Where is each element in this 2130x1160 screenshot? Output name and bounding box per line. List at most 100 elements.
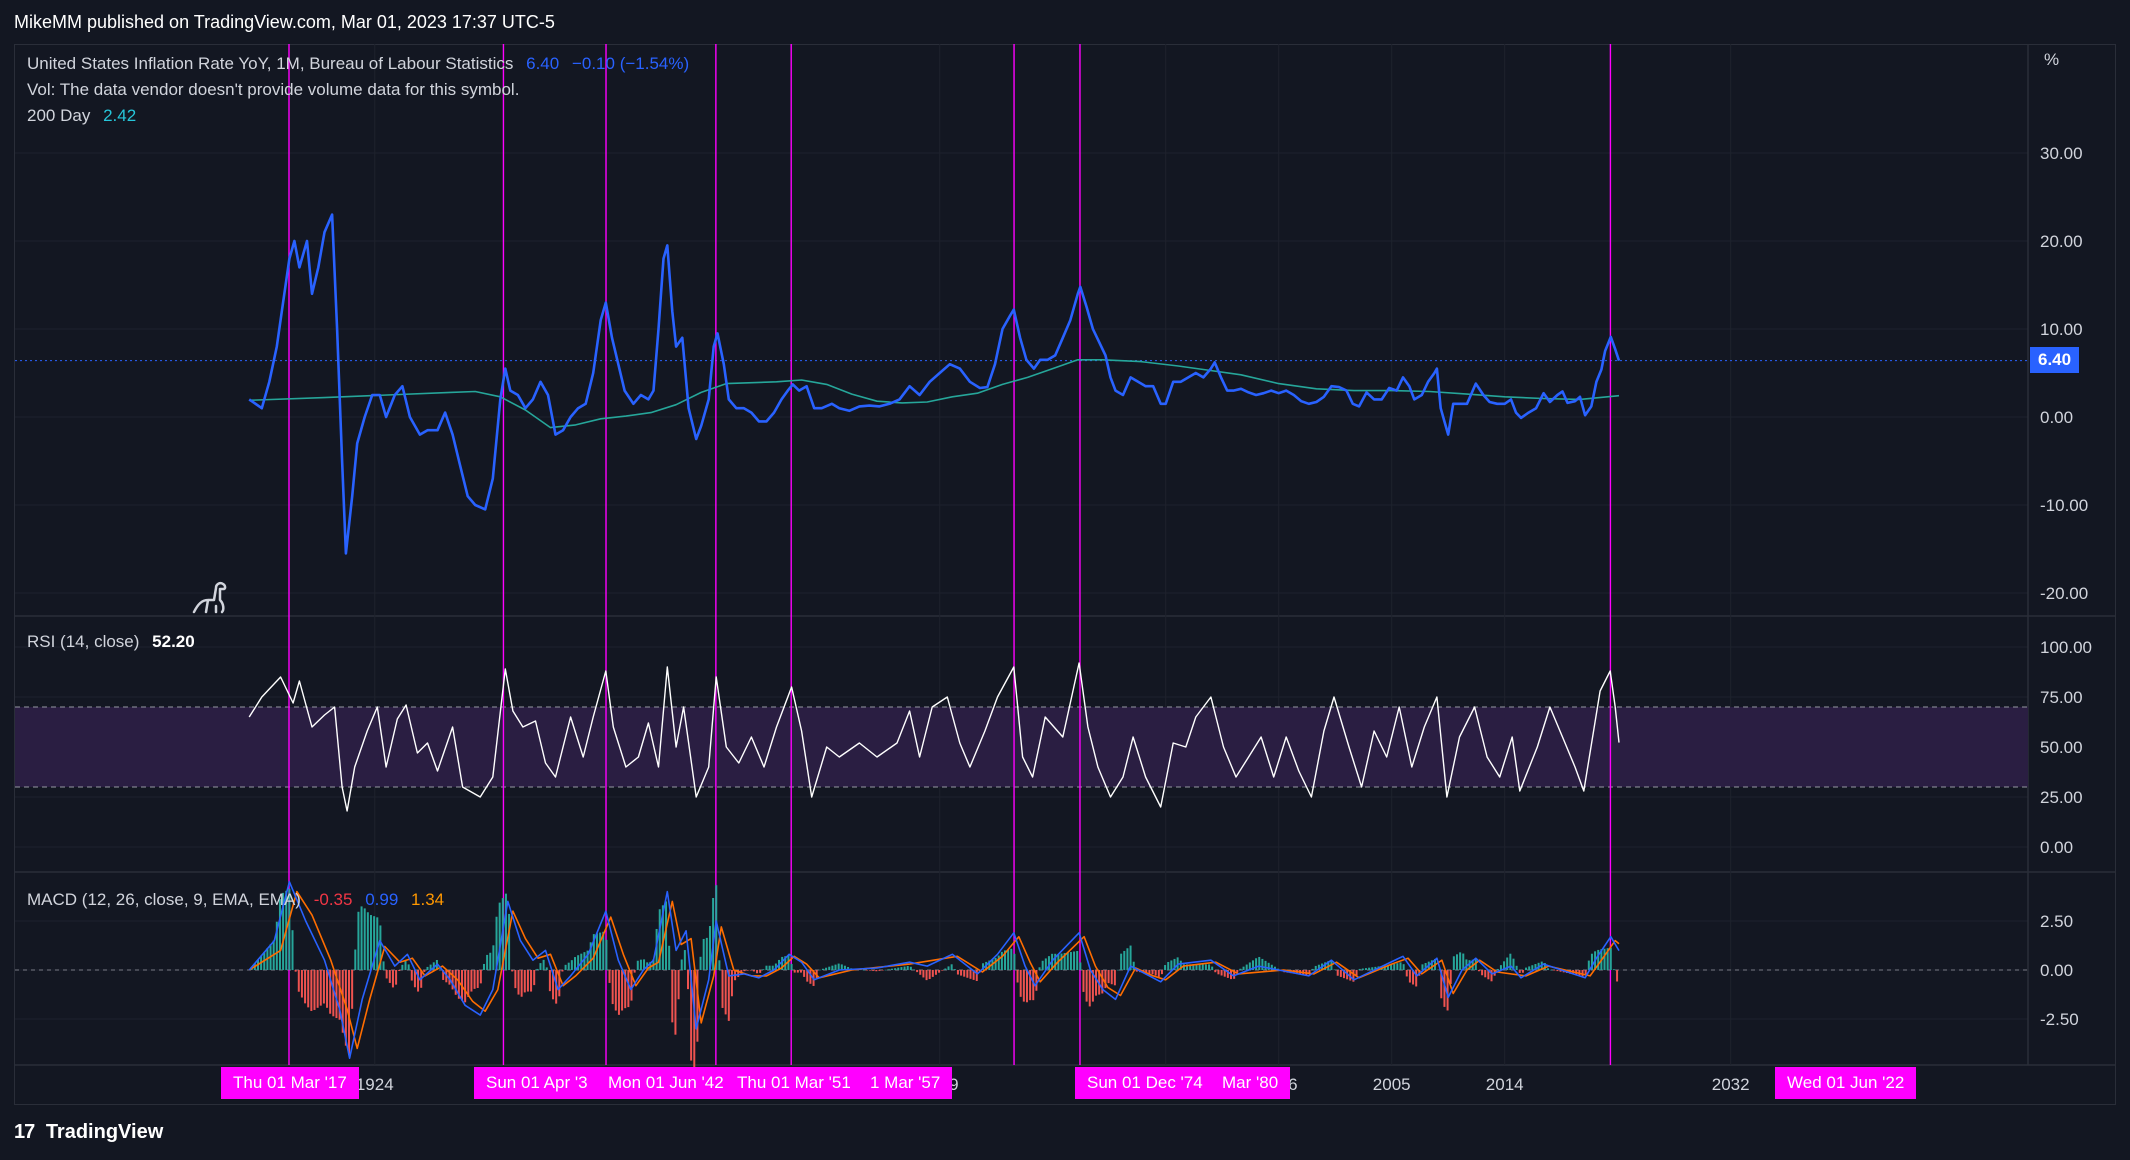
macd-histogram-bar bbox=[432, 962, 435, 970]
brand-name[interactable]: TradingView bbox=[45, 1121, 164, 1143]
macd-histogram-bar bbox=[1415, 970, 1418, 987]
macd-histogram-bar bbox=[404, 960, 407, 970]
macd-histogram-bar bbox=[1543, 963, 1546, 970]
macd-histogram-bar bbox=[307, 970, 310, 1008]
macd-histogram-bar bbox=[1085, 970, 1088, 1002]
macd-histogram-bar bbox=[310, 970, 313, 1011]
macd-histogram-bar bbox=[668, 945, 671, 970]
macd-histogram-bar bbox=[539, 963, 542, 970]
macd-histogram-bar bbox=[552, 970, 555, 1000]
macd-histogram-bar bbox=[395, 970, 398, 985]
macd-histogram-bar bbox=[809, 970, 812, 984]
macd-histogram-bar bbox=[674, 970, 677, 1035]
macd-histogram-bar bbox=[966, 970, 969, 978]
macd-histogram-bar bbox=[1267, 962, 1270, 970]
macd-histogram-bar bbox=[555, 970, 558, 1004]
chart-frame[interactable] bbox=[14, 44, 2116, 1105]
macd-histogram-bar bbox=[774, 963, 777, 970]
macd-histogram-bar bbox=[1117, 969, 1120, 971]
macd-histogram-bar bbox=[564, 964, 567, 970]
macd-histogram-bar bbox=[382, 961, 385, 970]
macd-histogram-bar bbox=[316, 970, 319, 1008]
macd-histogram-bar bbox=[1148, 970, 1151, 974]
macd-histogram-bar bbox=[1016, 970, 1019, 983]
macd-histogram-bar bbox=[1157, 970, 1160, 977]
macd-histogram-bar bbox=[680, 959, 683, 970]
macd-histogram-bar bbox=[1509, 953, 1512, 970]
macd-histogram-bar bbox=[759, 970, 762, 973]
macd-histogram-bar bbox=[1446, 970, 1449, 1011]
macd-histogram-bar bbox=[1390, 964, 1393, 970]
macd-histogram-bar bbox=[1091, 970, 1094, 1002]
macd-histogram-bar bbox=[1512, 958, 1515, 970]
price-tick-label: -20.00 bbox=[2040, 584, 2088, 603]
ma-legend[interactable]: 200 Day 2.42 bbox=[27, 106, 144, 126]
symbol-title[interactable]: United States Inflation Rate YoY, 1M, Bu… bbox=[27, 54, 514, 73]
macd-histogram-bar bbox=[574, 957, 577, 970]
rsi-legend[interactable]: RSI (14, close) 52.20 bbox=[27, 632, 203, 652]
macd-histogram-bar bbox=[595, 933, 598, 970]
highlighted-time-label: 1 Mar '57 bbox=[858, 1067, 953, 1099]
macd-histogram-bar bbox=[1261, 958, 1264, 970]
macd-histogram-bar bbox=[508, 913, 511, 970]
dinosaur-icon[interactable] bbox=[190, 576, 230, 616]
macd-histogram-bar bbox=[495, 916, 498, 970]
macd-histogram-bar bbox=[1371, 967, 1374, 970]
macd-histogram-bar bbox=[746, 970, 749, 971]
macd-histogram-bar bbox=[410, 970, 413, 981]
macd-histogram-bar bbox=[1584, 970, 1587, 975]
macd-histogram-bar bbox=[1079, 962, 1082, 970]
macd-histogram-bar bbox=[865, 970, 868, 971]
macd-histogram-bar bbox=[348, 970, 351, 1055]
macd-histogram-bar bbox=[803, 970, 806, 977]
macd-histogram-bar bbox=[762, 969, 765, 970]
macd-histogram-bar bbox=[1251, 960, 1254, 970]
macd-histogram-bar bbox=[1129, 945, 1132, 970]
macd-histogram-bar bbox=[941, 970, 944, 971]
macd-histogram-bar bbox=[938, 970, 941, 973]
macd-histogram-bar bbox=[1506, 957, 1509, 970]
macd-histogram-bar bbox=[520, 970, 523, 997]
macd-histogram-bar bbox=[1609, 947, 1612, 970]
macd-histogram-bar bbox=[335, 970, 338, 1019]
macd-histogram-bar bbox=[567, 962, 570, 970]
macd-histogram-bar bbox=[599, 932, 602, 970]
macd-histogram-bar bbox=[451, 970, 454, 990]
macd-histogram-bar bbox=[639, 959, 642, 970]
macd-histogram-bar bbox=[658, 909, 661, 970]
time-tick-label: 2005 bbox=[1373, 1075, 1411, 1094]
highlighted-time-label: Sun 01 Dec '74 bbox=[1075, 1067, 1215, 1099]
highlighted-time-label: Thu 01 Mar '17 bbox=[221, 1067, 359, 1099]
macd-histogram-bar bbox=[1233, 970, 1236, 979]
macd-histogram-bar bbox=[278, 899, 281, 970]
macd-histogram-bar bbox=[429, 964, 432, 970]
macd-histogram-bar bbox=[589, 942, 592, 970]
macd-histogram-bar bbox=[1503, 961, 1506, 970]
macd-histogram-bar bbox=[1041, 960, 1044, 970]
macd-histogram-bar bbox=[721, 970, 724, 1008]
macd-histogram-bar bbox=[671, 970, 674, 1023]
macd-histogram-bar bbox=[1333, 969, 1336, 971]
macd-histogram-bar bbox=[1000, 951, 1003, 970]
macd-label: MACD (12, 26, close, 9, EMA, EMA) bbox=[27, 890, 301, 909]
macd-histogram-bar bbox=[837, 963, 840, 970]
macd-histogram-bar bbox=[341, 970, 344, 1033]
time-tick-label: 1924 bbox=[356, 1075, 394, 1094]
macd-histogram-bar bbox=[1368, 967, 1371, 970]
macd-histogram-bar bbox=[611, 970, 614, 1005]
macd-histogram-bar bbox=[1336, 970, 1339, 976]
macd-histogram-bar bbox=[1126, 948, 1129, 970]
rsi-value: 52.20 bbox=[152, 632, 195, 651]
macd-histogram-bar bbox=[1521, 970, 1524, 973]
macd-histogram-bar bbox=[727, 970, 730, 1021]
macd-histogram-bar bbox=[1013, 953, 1016, 970]
macd-histogram-bar bbox=[1550, 969, 1553, 971]
macd-histogram-bar bbox=[1358, 968, 1361, 970]
macd-histogram-bar bbox=[1195, 964, 1198, 970]
macd-histogram-bar bbox=[526, 970, 529, 992]
macd-histogram-bar bbox=[1270, 964, 1273, 970]
tradingview-logo-icon[interactable]: 17 bbox=[14, 1121, 35, 1143]
macd-legend[interactable]: MACD (12, 26, close, 9, EMA, EMA) -0.35 … bbox=[27, 890, 452, 910]
macd-histogram-bar bbox=[385, 970, 388, 979]
